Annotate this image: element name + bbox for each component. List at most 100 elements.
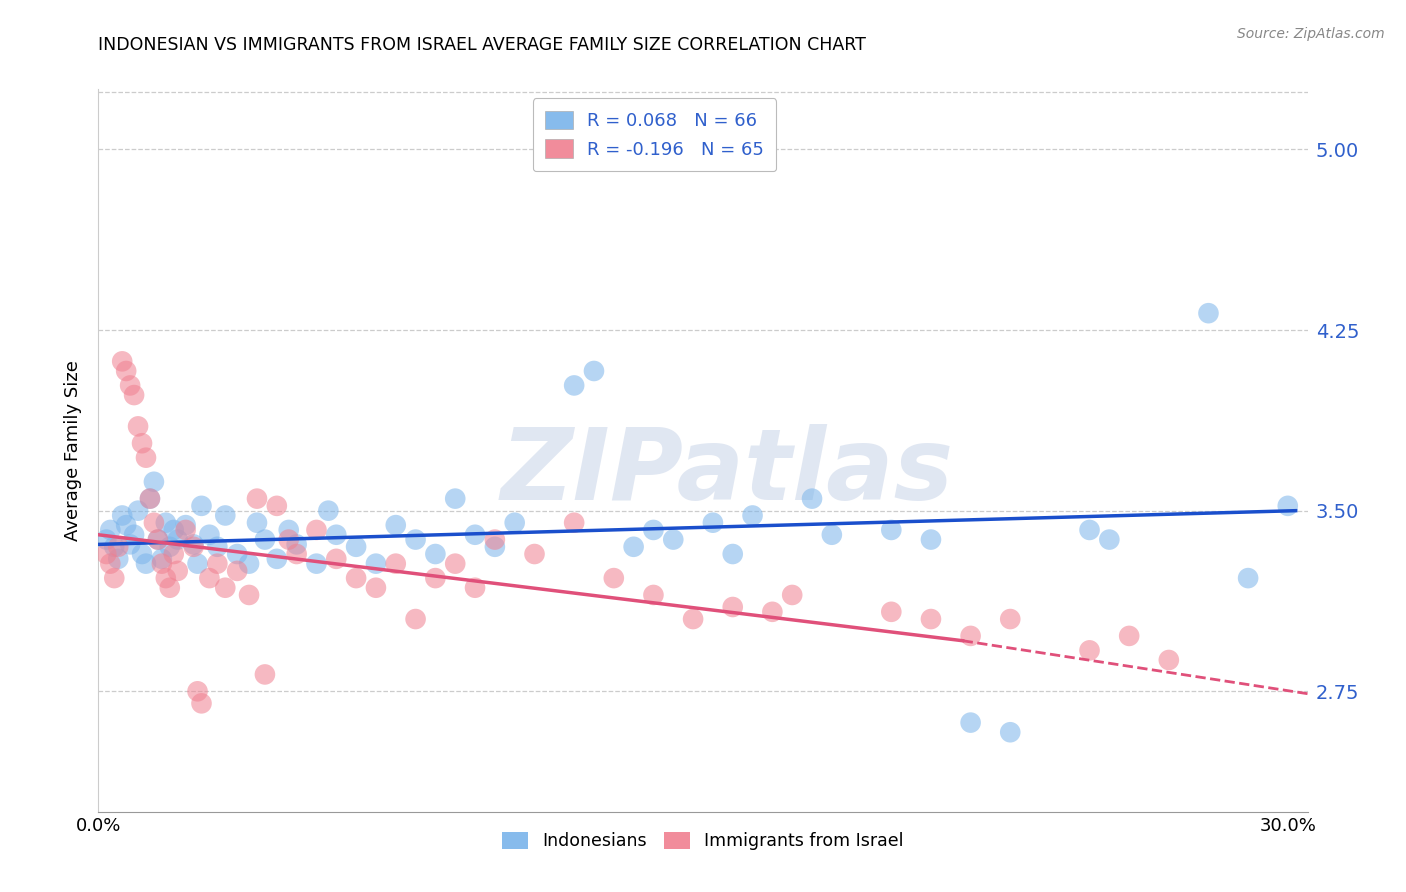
Point [1237, 571, 1260, 585]
Point [643, 588, 665, 602]
Point [425, 571, 447, 585]
Point [959, 629, 981, 643]
Point [1277, 499, 1299, 513]
Point [741, 508, 763, 523]
Point [146, 533, 169, 547]
Point [198, 571, 221, 585]
Point [761, 605, 783, 619]
Point [1000, 725, 1022, 739]
Point [484, 533, 506, 547]
Point [344, 540, 367, 554]
Text: ZIPatlas: ZIPatlas [501, 424, 953, 521]
Point [98, 557, 121, 571]
Point [150, 551, 173, 566]
Point [444, 557, 467, 571]
Point [305, 523, 328, 537]
Point [464, 528, 486, 542]
Point [1078, 523, 1101, 537]
Point [238, 588, 260, 602]
Point [1198, 822, 1220, 836]
Point [1118, 629, 1140, 643]
Point [1098, 533, 1121, 547]
Point [135, 450, 157, 465]
Point [127, 503, 149, 517]
Point [142, 475, 165, 489]
Point [166, 533, 188, 547]
Point [226, 564, 249, 578]
Point [186, 557, 208, 571]
Point [96, 547, 118, 561]
Point [190, 499, 212, 513]
Point [183, 537, 205, 551]
Point [159, 581, 181, 595]
Point [721, 547, 744, 561]
Point [503, 516, 526, 530]
Point [111, 508, 134, 523]
Point [115, 364, 138, 378]
Point [325, 551, 347, 566]
Point [253, 667, 276, 681]
Point [266, 551, 288, 566]
Point [155, 571, 177, 585]
Point [107, 551, 129, 566]
Point [464, 581, 486, 595]
Point [384, 518, 406, 533]
Point [662, 533, 685, 547]
Point [780, 588, 803, 602]
Point [122, 528, 145, 542]
Point [325, 528, 347, 542]
Point [190, 696, 212, 710]
Point [174, 518, 197, 533]
Point [920, 612, 942, 626]
Point [364, 581, 387, 595]
Point [405, 612, 427, 626]
Point [183, 540, 205, 554]
Point [139, 491, 162, 506]
Point [305, 557, 328, 571]
Point [163, 547, 186, 561]
Point [253, 533, 276, 547]
Point [880, 605, 903, 619]
Point [96, 533, 118, 547]
Point [120, 537, 142, 551]
Point [1078, 643, 1101, 657]
Point [214, 508, 236, 523]
Point [135, 557, 157, 571]
Point [880, 523, 903, 537]
Point [131, 547, 153, 561]
Point [163, 523, 186, 537]
Point [146, 533, 169, 547]
Point [122, 388, 145, 402]
Text: INDONESIAN VS IMMIGRANTS FROM ISRAEL AVERAGE FAMILY SIZE CORRELATION CHART: INDONESIAN VS IMMIGRANTS FROM ISRAEL AVE… [98, 36, 866, 54]
Point [384, 557, 406, 571]
Point [721, 599, 744, 614]
Legend: Indonesians, Immigrants from Israel: Indonesians, Immigrants from Israel [495, 824, 911, 857]
Point [207, 540, 229, 554]
Point [226, 547, 249, 561]
Point [364, 557, 387, 571]
Point [277, 523, 299, 537]
Point [285, 537, 308, 551]
Point [920, 533, 942, 547]
Y-axis label: Average Family Size: Average Family Size [63, 360, 82, 541]
Point [198, 528, 221, 542]
Point [702, 516, 724, 530]
Point [405, 533, 427, 547]
Point [107, 540, 129, 554]
Point [344, 571, 367, 585]
Point [238, 557, 260, 571]
Point [142, 516, 165, 530]
Point [821, 528, 844, 542]
Point [562, 516, 585, 530]
Point [246, 491, 269, 506]
Point [139, 491, 162, 506]
Point [127, 419, 149, 434]
Point [1000, 612, 1022, 626]
Point [277, 533, 299, 547]
Point [318, 503, 340, 517]
Point [246, 516, 269, 530]
Point [444, 491, 467, 506]
Point [150, 557, 173, 571]
Point [1157, 653, 1180, 667]
Point [131, 436, 153, 450]
